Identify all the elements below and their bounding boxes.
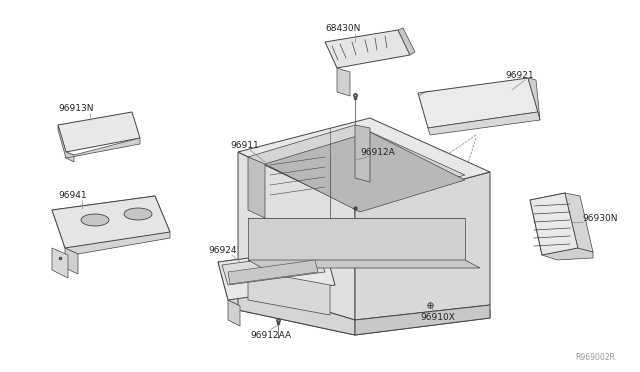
Polygon shape <box>52 196 170 248</box>
Text: 96924: 96924 <box>208 246 237 254</box>
Polygon shape <box>565 193 593 252</box>
Polygon shape <box>265 132 465 212</box>
Polygon shape <box>530 193 593 260</box>
Polygon shape <box>222 252 325 285</box>
Text: 96941: 96941 <box>58 190 86 199</box>
Polygon shape <box>218 248 335 300</box>
Polygon shape <box>325 30 410 68</box>
Polygon shape <box>337 68 350 96</box>
Polygon shape <box>238 152 355 320</box>
Polygon shape <box>418 78 538 128</box>
Polygon shape <box>66 152 74 162</box>
Polygon shape <box>65 248 78 274</box>
Polygon shape <box>248 260 480 268</box>
Polygon shape <box>530 193 578 255</box>
Text: 96930N: 96930N <box>582 214 618 222</box>
Polygon shape <box>238 118 490 208</box>
Ellipse shape <box>81 214 109 226</box>
Polygon shape <box>355 125 370 182</box>
Polygon shape <box>238 302 490 335</box>
Polygon shape <box>248 270 330 315</box>
Polygon shape <box>248 125 465 207</box>
Polygon shape <box>248 157 265 218</box>
Text: 96912A: 96912A <box>360 148 395 157</box>
Polygon shape <box>528 78 540 120</box>
Polygon shape <box>228 300 240 326</box>
Polygon shape <box>428 112 540 135</box>
Polygon shape <box>218 248 335 306</box>
Polygon shape <box>52 196 170 254</box>
Polygon shape <box>355 172 490 320</box>
Text: 96921: 96921 <box>505 71 534 80</box>
Polygon shape <box>52 248 68 278</box>
Polygon shape <box>58 112 140 152</box>
Text: 96913N: 96913N <box>58 103 93 112</box>
Text: 96911: 96911 <box>230 141 259 150</box>
Ellipse shape <box>124 208 152 220</box>
Polygon shape <box>58 125 140 158</box>
Text: 96910X: 96910X <box>420 314 455 323</box>
Polygon shape <box>228 260 318 284</box>
Polygon shape <box>238 285 355 335</box>
Polygon shape <box>248 218 465 260</box>
Text: 68430N: 68430N <box>325 23 360 32</box>
Text: 96912AA: 96912AA <box>250 330 291 340</box>
Text: R969002R: R969002R <box>575 353 615 362</box>
Polygon shape <box>398 28 415 55</box>
Polygon shape <box>355 305 490 335</box>
